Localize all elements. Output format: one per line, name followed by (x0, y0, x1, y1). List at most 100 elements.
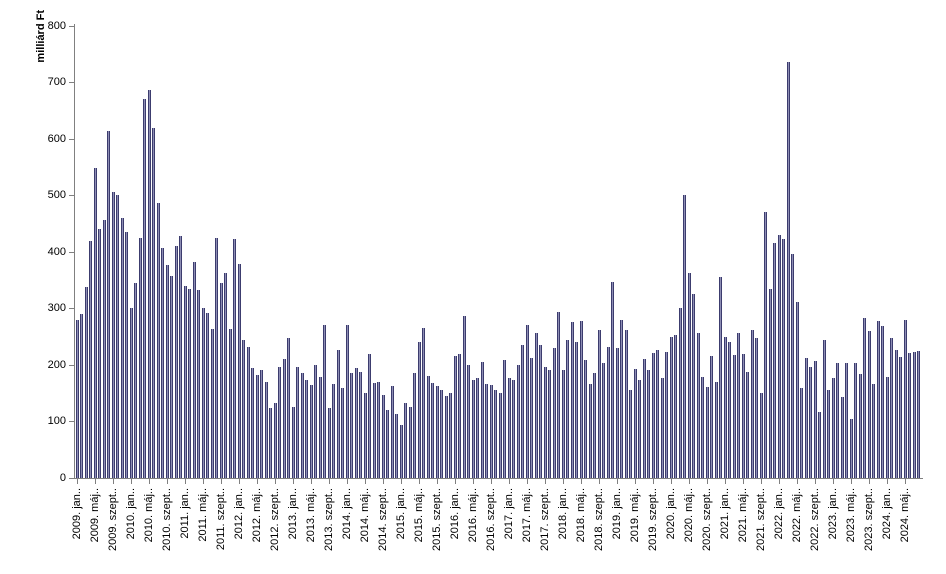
x-tick (652, 479, 654, 484)
bar-2020-06 (692, 293, 695, 478)
bar-2022-05 (795, 301, 799, 478)
bar-2023-07 (858, 373, 862, 478)
bar-2021-08 (755, 338, 758, 478)
bar-2017-02 (512, 379, 515, 478)
x-tick-label: 2012. máj.. (251, 488, 263, 543)
bar-2020-10 (710, 355, 713, 478)
x-tick (562, 479, 564, 484)
bar-2012-05 (255, 375, 259, 478)
x-tick-label: 2022. szept.. (809, 488, 821, 551)
bar-2013-12 (341, 387, 344, 478)
x-tick (544, 479, 546, 484)
bar-2016-10 (494, 390, 497, 478)
bar-2015-03 (408, 406, 412, 478)
bar-2012-02 (242, 339, 245, 478)
bar-2023-11 (876, 320, 880, 478)
y-tick-label: 200 (47, 358, 66, 371)
bar-2023-03 (840, 396, 844, 478)
bar-2023-09 (867, 330, 871, 478)
bar-2024-05 (903, 319, 907, 478)
bar-2021-06 (746, 371, 749, 478)
bar-2022-07 (804, 357, 808, 478)
bar-2020-01 (669, 337, 673, 478)
bar-2017-06 (530, 357, 533, 478)
x-tick (688, 479, 690, 484)
bar-2015-12 (449, 393, 452, 478)
x-tick-label: 2019. jan.. (611, 488, 623, 540)
bar-2016-04 (467, 364, 470, 478)
x-tick-label: 2024. máj.. (899, 488, 911, 543)
bar-2012-12 (287, 338, 290, 478)
bar-2023-12 (881, 325, 884, 478)
x-tick (364, 479, 366, 484)
x-tick-label: 2020. máj.. (683, 488, 695, 543)
bar-2022-04 (791, 254, 794, 478)
bar-2021-04 (737, 333, 740, 478)
bar-2011-10 (224, 273, 227, 478)
x-tick-label: 2023. szept.. (863, 488, 875, 551)
bar-2018-04 (575, 341, 578, 478)
x-tick-label: 2014. szept.. (377, 488, 389, 551)
bar-2013-08 (323, 325, 326, 478)
x-tick-label: 2009. máj.. (89, 488, 101, 543)
x-tick-label: 2020. jan.. (665, 488, 677, 540)
x-tick-label: 2016. jan.. (449, 488, 461, 540)
bar-2011-01 (183, 285, 187, 478)
x-tick (310, 479, 312, 484)
bar-2014-08 (377, 381, 380, 478)
x-tick-label: 2023. jan.. (827, 488, 839, 540)
bar-2012-07 (264, 381, 268, 478)
bar-2021-07 (750, 329, 754, 478)
bar-2024-08 (917, 351, 920, 478)
x-tick-label: 2019. szept.. (647, 488, 659, 551)
x-tick-label: 2021. szept.. (755, 488, 767, 551)
bar-2018-02 (566, 339, 569, 478)
bar-2018-06 (584, 359, 587, 478)
bar-2019-12 (665, 351, 668, 478)
bar-2014-10 (386, 410, 389, 478)
bar-2016-07 (480, 362, 484, 478)
x-tick (814, 479, 816, 484)
y-tick (69, 82, 74, 84)
bar-2020-05 (687, 272, 691, 478)
bar-2022-02 (782, 238, 785, 478)
bar-2024-06 (908, 352, 911, 478)
x-tick-label: 2013. máj.. (305, 488, 317, 543)
bar-2018-12 (611, 281, 614, 478)
bar-2009-11 (120, 217, 124, 478)
bar-2018-08 (593, 372, 596, 478)
bar-2011-08 (215, 238, 218, 478)
x-tick (382, 479, 384, 484)
bar-2019-08 (647, 369, 650, 478)
x-tick (76, 479, 78, 484)
x-tick-label: 2024. jan.. (881, 488, 893, 540)
x-tick (202, 479, 204, 484)
bar-2019-11 (660, 378, 664, 478)
bar-2015-05 (417, 341, 421, 478)
bar-2010-07 (156, 202, 160, 478)
x-tick-label: 2015. máj.. (413, 488, 425, 543)
x-tick (94, 479, 96, 484)
bar-2012-09 (273, 403, 277, 478)
y-tick (69, 195, 74, 197)
x-tick (904, 479, 906, 484)
bar-2018-05 (579, 320, 583, 478)
y-tick-label: 700 (47, 76, 66, 89)
x-tick-label: 2010. máj.. (143, 488, 155, 543)
x-tick-label: 2011. jan.. (179, 488, 191, 539)
bar-2024-01 (885, 376, 889, 478)
x-tick-label: 2012. szept.. (269, 488, 281, 551)
x-tick (616, 479, 618, 484)
bar-2014-07 (372, 382, 376, 478)
bar-2011-12 (233, 239, 236, 478)
x-tick-label: 2022. máj.. (791, 488, 803, 543)
bar-2009-05 (93, 168, 97, 478)
y-tick (69, 251, 74, 253)
x-tick-label: 2011. szept.. (215, 488, 227, 551)
bar-2019-07 (642, 358, 646, 478)
bar-2018-01 (561, 369, 565, 478)
bar-2020-08 (701, 376, 704, 478)
bar-2017-12 (557, 311, 560, 478)
bar-2012-06 (260, 369, 263, 478)
bar-2013-05 (309, 384, 313, 478)
